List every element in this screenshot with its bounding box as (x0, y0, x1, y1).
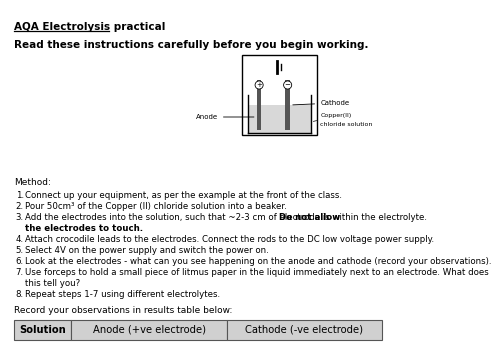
Text: 7.: 7. (16, 268, 24, 277)
Text: Copper(II): Copper(II) (320, 114, 352, 119)
Text: Attach crocodile leads to the electrodes. Connect the rods to the DC low voltage: Attach crocodile leads to the electrodes… (26, 235, 434, 244)
Text: 4.: 4. (16, 235, 24, 244)
Bar (242, 55, 317, 135)
Text: 1.: 1. (16, 191, 24, 200)
Text: 5.: 5. (16, 246, 24, 255)
Bar (286, 80, 290, 130)
Text: Cathode (-ve electrode): Cathode (-ve electrode) (246, 325, 364, 335)
Text: AQA Electrolysis practical: AQA Electrolysis practical (14, 22, 166, 32)
Text: Method:: Method: (14, 178, 51, 187)
Bar (248, 105, 310, 133)
Text: Cathode: Cathode (293, 100, 350, 106)
Text: −: − (284, 82, 290, 88)
Text: 3.: 3. (16, 213, 24, 222)
Text: 8.: 8. (16, 290, 24, 299)
Text: Pour 50cm³ of the Copper (II) chloride solution into a beaker.: Pour 50cm³ of the Copper (II) chloride s… (26, 202, 287, 211)
Text: 6.: 6. (16, 257, 24, 266)
Text: the electrodes to touch.: the electrodes to touch. (26, 224, 144, 233)
Text: Look at the electrodes - what can you see happening on the anode and cathode (re: Look at the electrodes - what can you se… (26, 257, 492, 266)
Bar (256, 80, 262, 130)
Text: Do not allow: Do not allow (279, 213, 340, 222)
Bar (226, 320, 382, 340)
Text: Use forceps to hold a small piece of litmus paper in the liquid immediately next: Use forceps to hold a small piece of lit… (26, 268, 489, 277)
Bar (72, 320, 227, 340)
Text: +: + (256, 82, 262, 88)
Text: chloride solution: chloride solution (320, 122, 372, 127)
Text: Read these instructions carefully before you begin working.: Read these instructions carefully before… (14, 40, 369, 50)
Text: Anode: Anode (196, 114, 254, 120)
Text: Repeat steps 1-7 using different electrolytes.: Repeat steps 1-7 using different electro… (26, 290, 220, 299)
Text: this tell you?: this tell you? (26, 279, 80, 288)
Text: Connect up your equipment, as per the example at the front of the class.: Connect up your equipment, as per the ex… (26, 191, 342, 200)
Text: Add the electrodes into the solution, such that ~2-3 cm of electrode is within t: Add the electrodes into the solution, su… (26, 213, 430, 222)
Text: Select 4V on the power supply and switch the power on.: Select 4V on the power supply and switch… (26, 246, 269, 255)
Bar (14, 320, 72, 340)
Text: Anode (+ve electrode): Anode (+ve electrode) (92, 325, 206, 335)
Text: Record your observations in results table below:: Record your observations in results tabl… (14, 306, 232, 315)
Text: Solution: Solution (20, 325, 66, 335)
Text: 2.: 2. (16, 202, 24, 211)
